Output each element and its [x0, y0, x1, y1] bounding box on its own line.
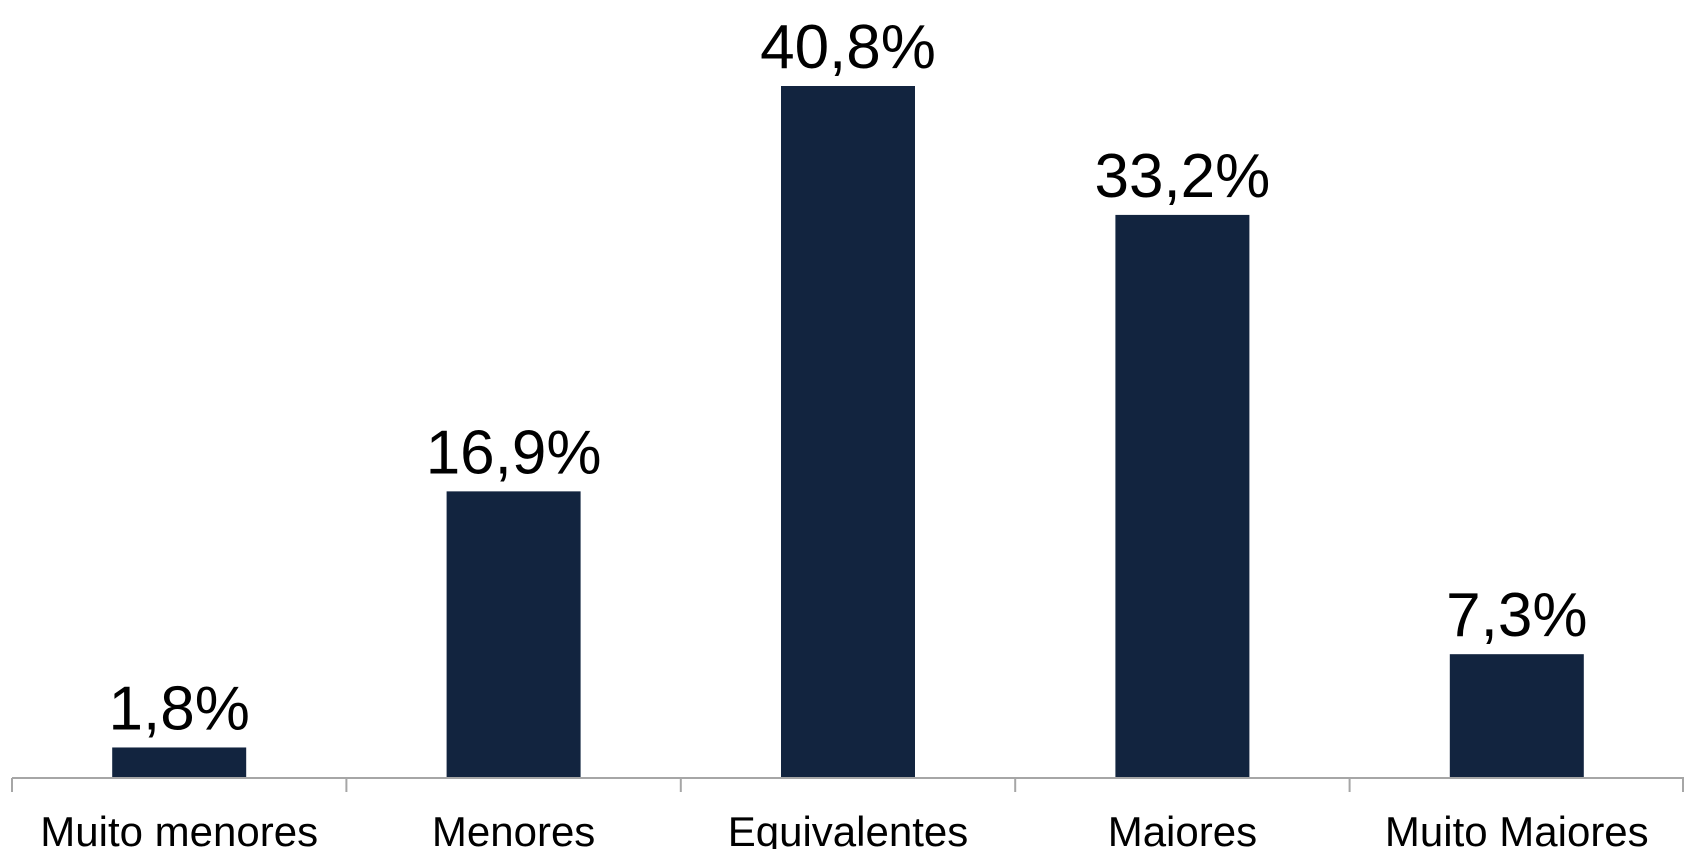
- category-label-2: Equivalentes: [728, 808, 969, 849]
- bar-3: [1115, 214, 1250, 778]
- data-label-4: 7,3%: [1446, 581, 1587, 650]
- bars-group: [112, 86, 1584, 778]
- bar-0: [112, 747, 247, 778]
- data-labels-group: 1,8% 16,9% 40,8% 33,2% 7,3%: [109, 13, 1588, 743]
- category-labels-group: Muito menores Menores Equivalentes Maiores M…: [40, 808, 1648, 849]
- data-label-0: 1,8%: [109, 674, 250, 743]
- bar-1: [446, 491, 581, 778]
- category-label-0: Muito menores: [40, 808, 318, 849]
- category-label-4: Muito Maiores: [1385, 808, 1649, 849]
- data-label-2: 40,8%: [760, 13, 936, 82]
- data-label-3: 33,2%: [1094, 142, 1270, 211]
- x-axis: [11, 777, 1684, 792]
- category-label-3: Maiores: [1108, 808, 1257, 849]
- bar-2: [781, 86, 915, 778]
- bar-4: [1449, 654, 1584, 778]
- category-label-1: Menores: [432, 808, 595, 849]
- data-label-1: 16,9%: [426, 418, 602, 487]
